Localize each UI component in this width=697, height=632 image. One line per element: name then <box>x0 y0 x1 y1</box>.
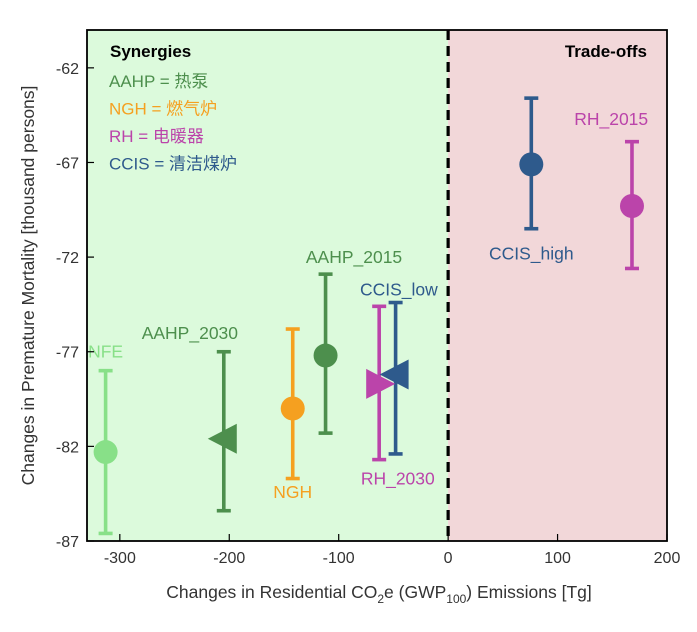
point-label-rh-2015: RH_2015 <box>574 109 648 130</box>
point-label-ccis-low: CCIS_low <box>360 279 438 300</box>
point-label-ngh: NGH <box>273 482 312 502</box>
marker-aahp-2030 <box>207 423 237 454</box>
x-axis-title-sub2: 100 <box>446 592 466 606</box>
y-tick-label: -77 <box>56 345 79 362</box>
x-axis-title-prefix: Changes in Residential CO <box>166 582 377 602</box>
marker-ccis-low <box>379 359 409 390</box>
x-tick-label: 200 <box>654 550 681 567</box>
x-axis-title-sub1: 2 <box>377 592 384 606</box>
x-tick-label: 0 <box>444 550 453 567</box>
marker-rh-2015 <box>619 194 644 219</box>
marker-nfe <box>93 440 118 465</box>
synergies-region <box>87 30 449 541</box>
x-axis-title: Changes in Residential CO2e (GWP100) Emi… <box>166 582 592 606</box>
point-label-ccis-high: CCIS_high <box>489 243 574 264</box>
legend-entry: CCIS = 清洁煤炉 <box>109 155 237 174</box>
x-tick-label: -300 <box>104 550 136 567</box>
x-tick-label: -200 <box>213 550 245 567</box>
legend-entry: AAHP = 热泵 <box>109 72 208 91</box>
x-axis-title-suffix: ) Emissions [Tg] <box>466 582 591 602</box>
marker-ngh <box>280 396 305 421</box>
trade-offs-label: Trade-offs <box>565 42 647 61</box>
x-axis-title-mid: e (GWP <box>384 582 446 602</box>
trade-offs-region <box>448 30 667 541</box>
legend-entry: NGH = 燃气炉 <box>109 100 217 119</box>
marker-rh-2030 <box>366 368 396 399</box>
y-tick-label: -62 <box>56 61 79 78</box>
marker-aahp-2015 <box>313 343 338 368</box>
x-tick-label: -100 <box>323 550 355 567</box>
legend-entry: RH = 电暖器 <box>109 127 204 146</box>
synergies-label: Synergies <box>110 42 191 61</box>
y-axis-title: Changes in Premature Mortality [thousand… <box>18 86 38 486</box>
y-tick-label: -67 <box>56 155 79 172</box>
plot-frame <box>86 29 668 542</box>
y-tick-label: -82 <box>56 439 79 456</box>
x-tick-label: 100 <box>544 550 571 567</box>
y-tick-label: -87 <box>56 534 79 551</box>
marker-ccis-high <box>519 152 544 177</box>
point-label-aahp-2030: AAHP_2030 <box>142 323 239 344</box>
point-label-rh-2030: RH_2030 <box>361 469 435 490</box>
point-label-nfe: NFE <box>88 342 123 362</box>
y-tick-label: -72 <box>56 250 79 267</box>
point-label-aahp-2015: AAHP_2015 <box>306 247 402 268</box>
